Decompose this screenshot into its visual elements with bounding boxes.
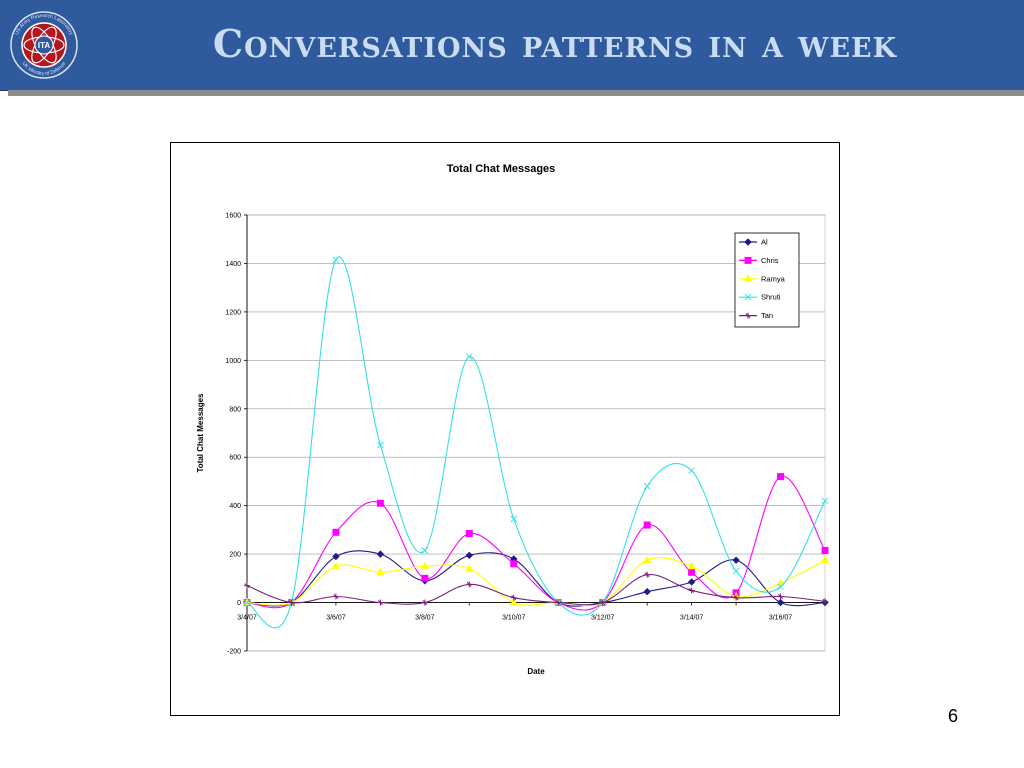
x-tick-label: 3/4/07: [237, 615, 257, 622]
y-tick-label: 400: [229, 503, 241, 510]
data-point-al: [332, 552, 340, 561]
data-point-tan: [466, 581, 473, 588]
data-point-chris: [376, 499, 384, 507]
data-point-chris: [821, 546, 829, 554]
data-point-chris: [465, 530, 473, 538]
data-point-ramya: [332, 561, 340, 570]
data-point-tan: [777, 593, 784, 600]
data-point-al: [376, 550, 385, 558]
x-tick-label: 3/16/07: [769, 615, 792, 622]
y-tick-label: 1200: [225, 309, 241, 316]
x-tick-label: 3/10/07: [502, 615, 525, 622]
data-point-tan: [599, 599, 606, 606]
data-point-ramya: [776, 578, 785, 587]
slide-header: ITA US Army Research Laboratory UK Minis…: [0, 0, 1024, 91]
data-point-shruti: [777, 583, 784, 591]
series-line-ramya: [246, 557, 826, 607]
data-point-shruti: [243, 599, 251, 606]
legend-marker-tan: [745, 312, 751, 319]
series-line-chris: [246, 475, 826, 611]
data-point-tan: [288, 599, 295, 606]
legend-label-ramya: Ramya: [761, 274, 786, 283]
data-point-al: [687, 578, 696, 586]
data-point-shruti: [510, 515, 518, 523]
y-tick-label: -200: [227, 649, 241, 656]
y-tick-label: 200: [229, 552, 241, 559]
series-tan: [244, 571, 828, 606]
data-point-tan: [244, 582, 250, 589]
data-point-tan: [733, 594, 740, 601]
slide-title: Conversations patterns in a week: [212, 21, 898, 66]
data-point-shruti: [688, 467, 695, 474]
axes: -200 0 200 400 600 800 1000 1200 1400 1600 3/4/07 3…: [225, 213, 826, 656]
data-point-shruti: [732, 567, 740, 575]
data-point-al: [776, 598, 785, 607]
x-tick-label: 3/14/07: [680, 615, 703, 622]
line-chart: Total Chat Messages Total Chat Messages …: [196, 163, 829, 676]
data-point-tan: [421, 599, 428, 606]
data-point-tan: [822, 598, 828, 605]
legend-label-tan: Tan: [761, 311, 773, 320]
data-point-shruti: [377, 441, 384, 449]
data-point-tan: [510, 594, 517, 601]
data-point-shruti: [821, 497, 829, 505]
legend-marker-chris: [744, 256, 752, 264]
data-point-tan: [555, 599, 562, 606]
data-point-shruti: [332, 256, 340, 264]
header-shadow: [8, 90, 1024, 96]
data-point-ramya: [509, 597, 518, 606]
data-point-chris: [421, 574, 429, 582]
data-point-tan: [688, 587, 695, 594]
y-tick-label: 0: [237, 600, 241, 607]
series-line-shruti: [246, 256, 826, 629]
chart-frame: Total Chat Messages Total Chat Messages …: [170, 142, 840, 716]
chart-title: Total Chat Messages: [447, 163, 556, 175]
series-layer: [243, 256, 829, 629]
data-point-al: [643, 587, 651, 596]
data-point-shruti: [465, 353, 473, 361]
legend: Al Chris Ramya Shruti Tan: [734, 232, 800, 328]
data-point-chris: [688, 568, 696, 576]
data-point-shruti: [643, 482, 651, 490]
slide-number: 6: [948, 706, 959, 726]
y-tick-label: 1600: [225, 213, 241, 220]
legend-marker-al: [744, 238, 752, 246]
data-point-ramya: [376, 567, 385, 576]
data-point-al: [732, 556, 740, 564]
legend-label-al: Al: [761, 238, 768, 247]
data-point-tan: [332, 593, 339, 600]
data-point-ramya: [687, 561, 696, 570]
y-tick-label: 600: [229, 455, 241, 462]
legend-marker-ramya: [744, 274, 752, 282]
data-point-chris: [643, 521, 651, 529]
series-line-tan: [246, 574, 826, 606]
data-point-ramya: [643, 555, 651, 564]
data-point-shruti: [421, 547, 429, 554]
y-tick-label: 1000: [225, 358, 241, 365]
data-point-chris: [777, 473, 785, 481]
x-axis-label: Date: [527, 667, 545, 676]
x-tick-label: 3/8/07: [415, 615, 435, 622]
y-tick-label: 1400: [225, 261, 241, 268]
legend-label-chris: Chris: [761, 256, 779, 265]
ita-logo-icon: ITA US Army Research Laboratory UK Minis…: [6, 4, 82, 86]
x-tick-label: 3/12/07: [591, 615, 614, 622]
data-point-ramya: [465, 564, 474, 572]
y-tick-label: 800: [229, 406, 241, 413]
y-axis-label: Total Chat Messages: [196, 393, 205, 473]
data-point-tan: [644, 571, 651, 578]
data-point-chris: [332, 528, 340, 536]
data-point-al: [465, 551, 474, 560]
data-point-tan: [377, 599, 384, 606]
data-point-ramya: [821, 555, 829, 564]
data-point-chris: [510, 560, 518, 568]
legend-label-shruti: Shruti: [761, 293, 781, 302]
legend-marker-shruti: [744, 293, 752, 301]
data-point-ramya: [421, 561, 429, 570]
logo-center-text: ITA: [38, 41, 51, 50]
x-tick-label: 3/6/07: [326, 615, 346, 622]
series-chris: [243, 473, 829, 611]
